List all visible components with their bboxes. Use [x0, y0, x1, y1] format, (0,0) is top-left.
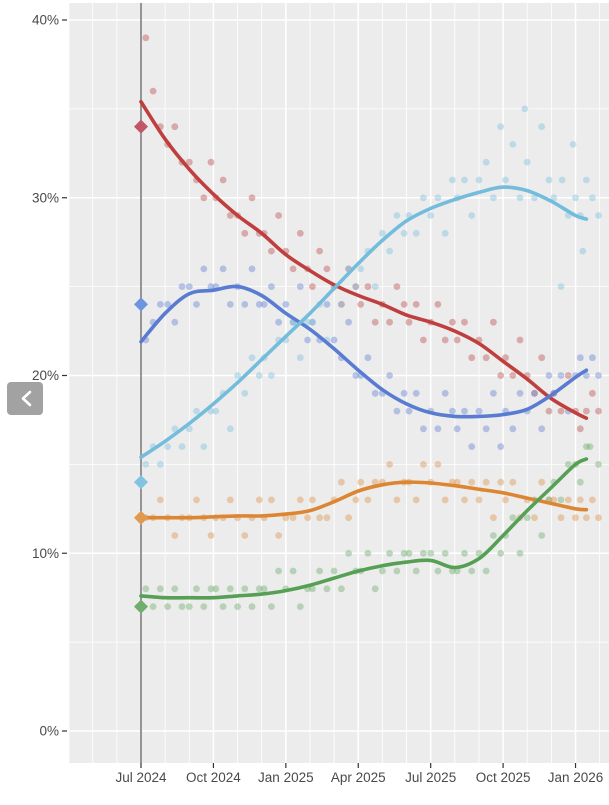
y-axis-label: 0% [39, 724, 59, 739]
x-axis-label: Apr 2025 [331, 770, 386, 785]
series-light-blue-trend-line [139, 185, 589, 460]
y-axis-label: 30% [32, 190, 59, 205]
series-green-trend-line [139, 457, 589, 600]
series-orange-start-diamond [134, 510, 148, 525]
series-red-start-diamond [134, 119, 148, 134]
chevron-left-icon [21, 390, 32, 407]
series-red-trend-line [139, 99, 589, 420]
series-royal-blue-points [142, 265, 602, 450]
x-axis-label: Jul 2024 [115, 770, 167, 785]
x-axis-label: Oct 2024 [186, 770, 241, 785]
y-axis-label: 20% [32, 368, 59, 383]
x-axis-label: Jul 2025 [405, 770, 456, 785]
y-axis-label: 10% [32, 546, 59, 561]
x-axis-label: Jan 2025 [258, 770, 314, 785]
series-light-blue-start-diamond [134, 475, 148, 490]
gridlines [68, 3, 609, 763]
series-green-points [142, 443, 602, 610]
x-axis-label: Oct 2025 [476, 770, 531, 785]
collapse-panel-button[interactable] [7, 382, 43, 415]
y-axis-label: 40% [32, 13, 59, 28]
series-royal-blue-trend-line [139, 284, 589, 419]
axes: 40% 30% 20% 10% 0% Jul 2024 Oct 2024 Jan 2025 Ap… [32, 13, 603, 786]
series-royal-blue-start-diamond [134, 297, 148, 312]
x-axis-label: Jan 2026 [548, 770, 604, 785]
plot-area [68, 3, 609, 763]
series-green-start-diamond [134, 599, 148, 614]
series-orange-trend-line [139, 480, 589, 520]
